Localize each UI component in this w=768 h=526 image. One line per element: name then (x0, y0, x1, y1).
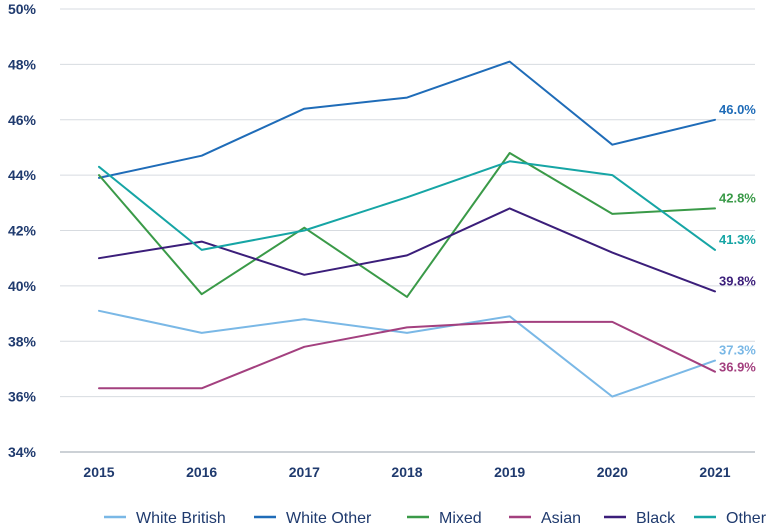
x-tick-label: 2016 (186, 464, 217, 480)
legend-label: Asian (541, 510, 581, 526)
legend-label: Other (726, 510, 767, 526)
series-line-black (98, 207, 716, 293)
y-tick-label: 34% (8, 444, 37, 460)
end-value-label: 42.8% (719, 190, 756, 205)
x-tick-label: 2020 (597, 464, 628, 480)
x-tick-label: 2017 (289, 464, 320, 480)
legend-label: Mixed (439, 510, 482, 526)
y-tick-label: 42% (8, 223, 37, 239)
end-value-label: 46.0% (719, 102, 756, 117)
legend-item-white-other: White Other (254, 510, 372, 526)
end-value-label: 37.3% (719, 343, 756, 358)
legend-label: White Other (286, 510, 372, 526)
x-tick-label: 2019 (494, 464, 525, 480)
legend-item-white-british: White British (104, 510, 226, 526)
legend-item-mixed: Mixed (407, 510, 482, 526)
end-value-label: 36.9% (719, 360, 756, 375)
series-line-mixed (98, 152, 716, 298)
x-axis: 2015 2016 2017 2018 2019 2020 2021 (83, 464, 730, 480)
series-line-other (98, 160, 716, 251)
y-tick-label: 44% (8, 167, 37, 183)
y-tick-label: 38% (8, 333, 37, 349)
legend-label: Black (636, 510, 676, 526)
series-lines (98, 60, 716, 398)
y-tick-label: 48% (8, 56, 37, 72)
y-tick-label: 46% (8, 112, 37, 128)
end-value-label: 41.3% (719, 232, 756, 247)
y-tick-label: 40% (8, 278, 37, 294)
legend-item-black: Black (604, 510, 676, 526)
legend: White British White Other Mixed Asian Black O… (104, 510, 767, 526)
series-line-asian (98, 320, 716, 390)
y-tick-label: 36% (8, 389, 37, 405)
legend-item-other: Other (694, 510, 767, 526)
legend-label: White British (136, 510, 226, 526)
series-line-white-british (98, 309, 716, 398)
y-axis: 34% 36% 38% 40% 42% 44% 46% 48% 50% (8, 1, 37, 460)
end-labels: 46.0% 42.8% 41.3% 39.8% 37.3% 36.9% (719, 102, 756, 375)
legend-item-asian: Asian (509, 510, 581, 526)
end-value-label: 39.8% (719, 273, 756, 288)
x-tick-label: 2015 (83, 464, 114, 480)
gridlines (60, 8, 755, 453)
x-tick-label: 2021 (699, 464, 730, 480)
series-line-white-other (98, 60, 716, 179)
x-tick-label: 2018 (391, 464, 422, 480)
y-tick-label: 50% (8, 1, 37, 17)
